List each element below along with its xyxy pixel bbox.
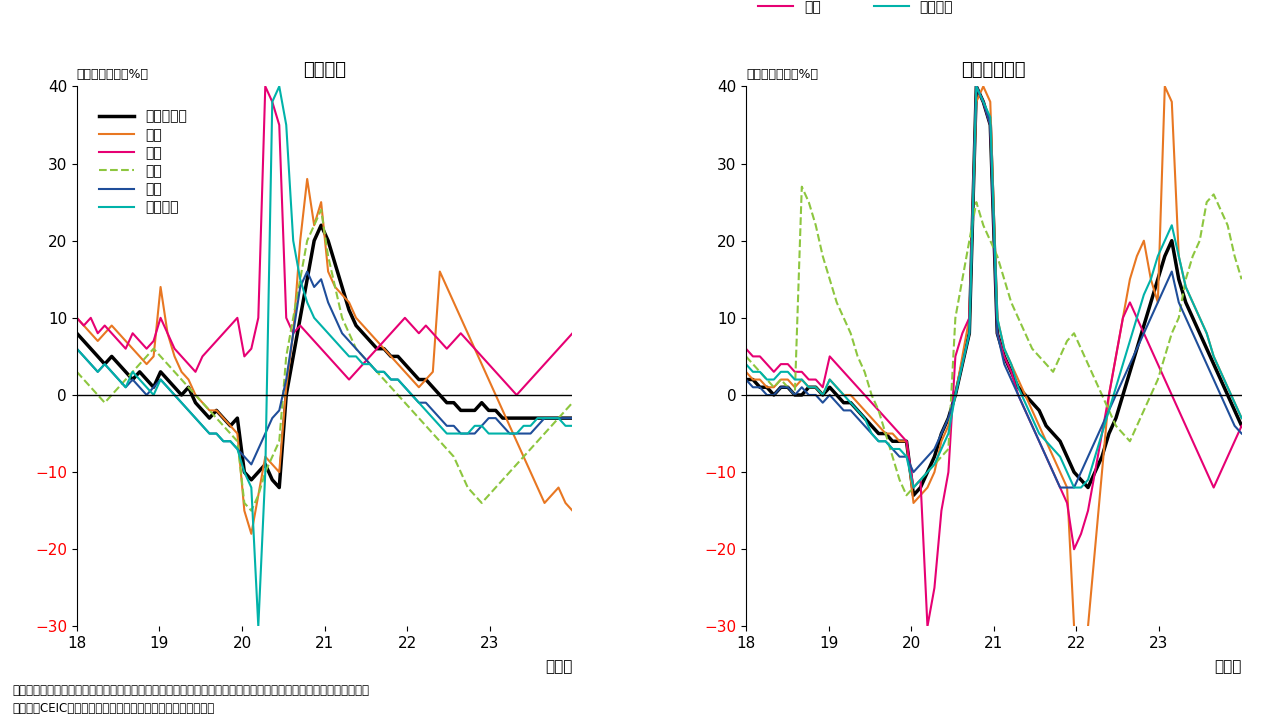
Title: －輸送機械－: －輸送機械－ (961, 61, 1027, 79)
Text: （前年同月比、%）: （前年同月比、%） (746, 68, 818, 81)
Text: （前年同月比、%）: （前年同月比、%） (77, 68, 148, 81)
Text: （出所）CEICよりインベスコ作成。一部はインベスコが推計: （出所）CEICよりインベスコ作成。一部はインベスコが推計 (13, 702, 215, 715)
Text: （年）: （年） (545, 659, 572, 674)
Title: －機械－: －機械－ (303, 61, 346, 79)
Text: （年）: （年） (1215, 659, 1242, 674)
Legend: 主要地域計, 日本, 中国, 韓国, 米国, ユーロ圏: 主要地域計, 日本, 中国, 韓国, 米国, ユーロ圏 (93, 104, 192, 220)
Legend: 主要地域計, 日本, 中国, 韓国, 米国, ユーロ圏: 主要地域計, 日本, 中国, 韓国, 米国, ユーロ圏 (753, 0, 959, 19)
Text: （注）見やすさのため、縦軸を限定している。米国、ユーロ圏、中国、日本、韓国、台湾の計数を合わせて算出。: （注）見やすさのため、縦軸を限定している。米国、ユーロ圏、中国、日本、韓国、台湾… (13, 684, 370, 697)
